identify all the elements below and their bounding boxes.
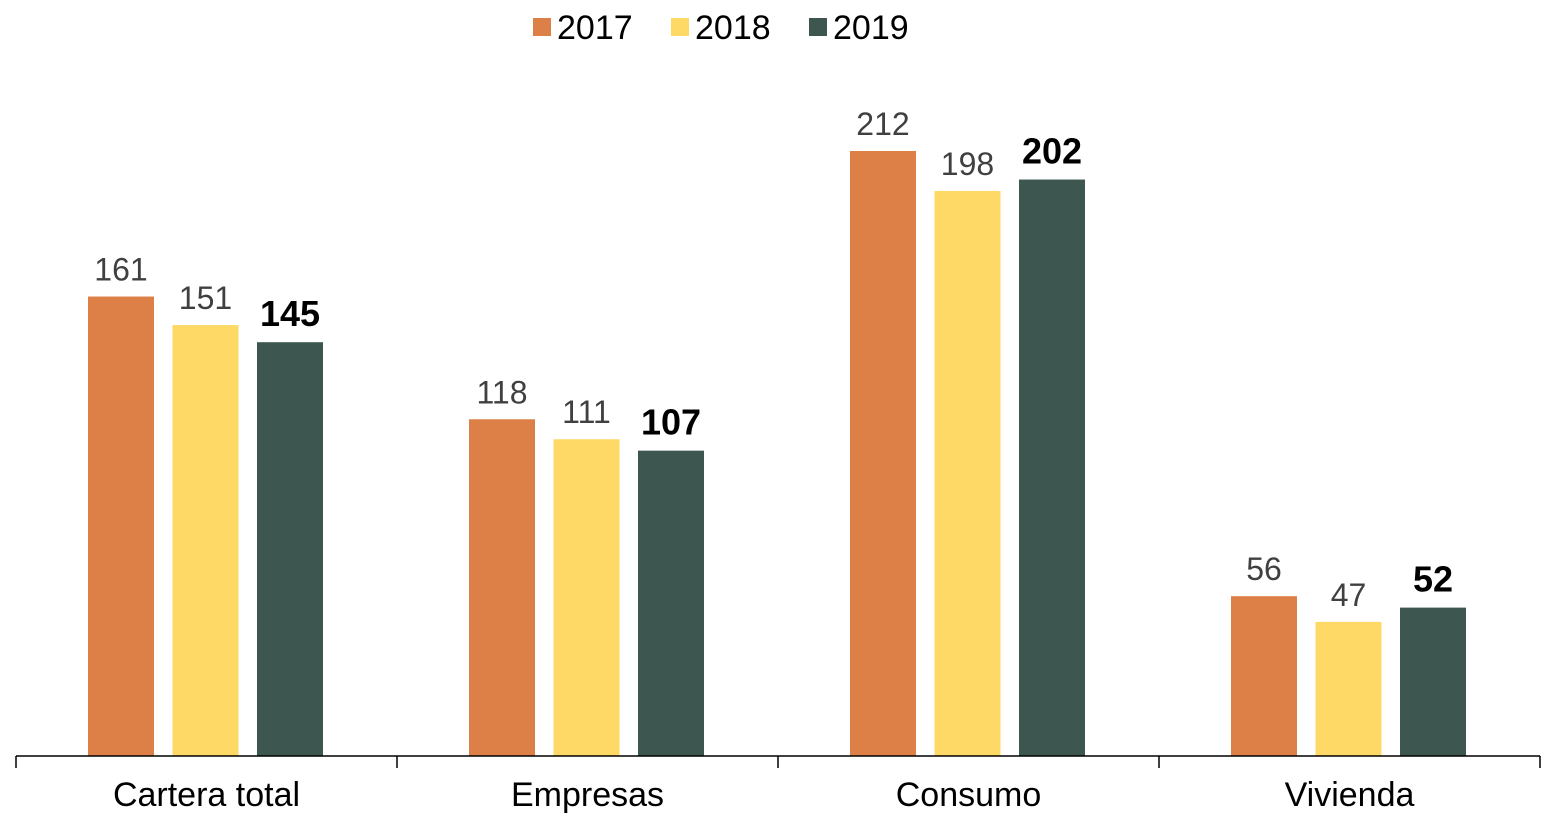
bar-2019-cartera-total (257, 342, 323, 756)
value-label-2017-cartera-total: 161 (94, 252, 147, 288)
bar-2017-empresas (469, 419, 535, 756)
category-label-empresas: Empresas (511, 776, 664, 814)
bar-2019-consumo (1019, 179, 1085, 757)
value-label-2018-cartera-total: 151 (179, 280, 232, 316)
legend: 2017 2018 2019 (533, 9, 909, 47)
value-label-2017-empresas: 118 (476, 374, 527, 410)
value-label-2019-vivienda: 52 (1413, 559, 1453, 600)
bar-2018-cartera-total (172, 325, 239, 756)
legend-label-2019: 2019 (833, 9, 909, 47)
legend-swatch-2019 (809, 18, 827, 36)
bar-2018-consumo (934, 190, 1001, 757)
bar-2019-vivienda (1400, 607, 1466, 756)
value-label-2019-cartera-total: 145 (260, 293, 320, 334)
bar-2019-empresas (638, 450, 704, 756)
value-label-2018-vivienda: 47 (1331, 577, 1367, 613)
legend-swatch-2018 (671, 18, 689, 36)
value-label-2018-empresas: 111 (562, 394, 611, 430)
legend-label-2018: 2018 (695, 9, 771, 47)
value-label-2019-empresas: 107 (641, 402, 701, 443)
category-label-consumo: Consumo (896, 776, 1042, 814)
value-labels-group: 161 118 212 56 151 111 198 47 145 107 202 52 (94, 106, 1453, 613)
bar-2017-vivienda (1231, 596, 1297, 756)
value-label-2019-consumo: 202 (1022, 131, 1082, 172)
value-label-2017-vivienda: 56 (1246, 551, 1282, 587)
category-label-vivienda: Vivienda (1285, 776, 1415, 814)
category-label-cartera-total: Cartera total (113, 776, 300, 814)
bar-2018-vivienda (1315, 621, 1382, 756)
legend-swatch-2017 (533, 18, 551, 36)
bar-2018-empresas (553, 439, 620, 756)
bars-group (88, 151, 1466, 757)
x-axis: Cartera total Empresas Consumo Vivienda (15, 755, 1541, 814)
value-label-2017-consumo: 212 (856, 106, 909, 142)
value-label-2018-consumo: 198 (941, 146, 994, 182)
bar-2017-consumo (850, 151, 916, 756)
bar-2017-cartera-total (88, 296, 154, 756)
legend-label-2017: 2017 (557, 9, 633, 47)
